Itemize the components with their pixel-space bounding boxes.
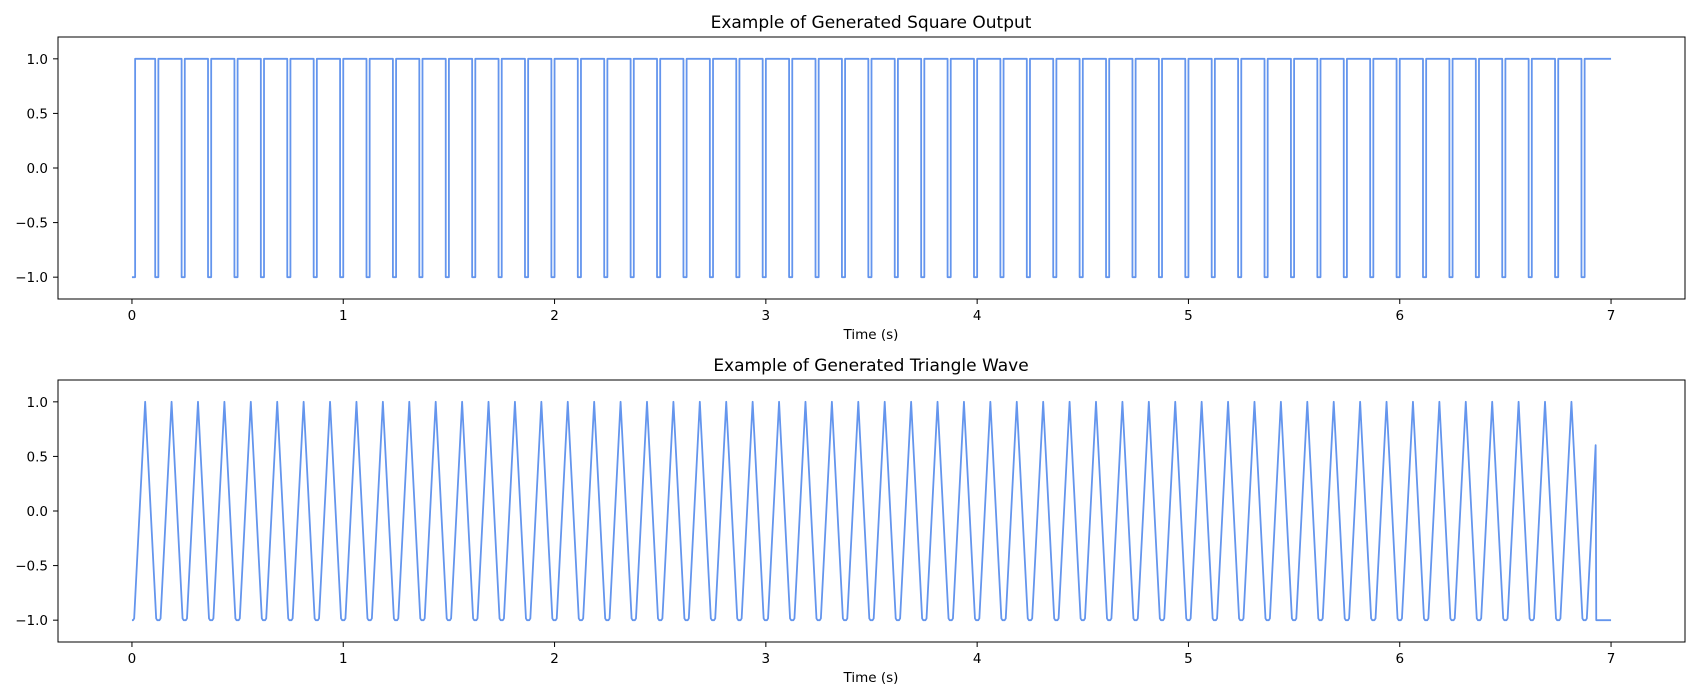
triangle-x-axis-label: Time (s) xyxy=(843,670,899,686)
square-x-tick-label: 0 xyxy=(128,308,137,324)
square-x-tick-label: 5 xyxy=(1184,308,1193,324)
triangle-x-tick-label: 5 xyxy=(1184,651,1193,667)
triangle-x-tick-label: 3 xyxy=(762,651,771,667)
triangle-y-tick-label: 0.0 xyxy=(27,504,48,520)
square-x-tick-label: 6 xyxy=(1395,308,1404,324)
triangle-y-tick-label: 1.0 xyxy=(27,395,48,411)
square-y-tick-label: −0.5 xyxy=(15,216,48,232)
square-x-tick-label: 7 xyxy=(1607,308,1616,324)
triangle-y-tick-label: 0.5 xyxy=(27,449,48,465)
triangle-x-tick-label: 6 xyxy=(1395,651,1404,667)
triangle-y-axis: 1.0 0.5 0.0 −0.5 −1.0 xyxy=(15,395,58,629)
square-wave-series-line xyxy=(131,57,1612,279)
triangle-x-tick-label: 1 xyxy=(339,651,348,667)
square-x-tick-label: 3 xyxy=(762,308,771,324)
triangle-x-tick-label: 0 xyxy=(128,651,137,667)
square-x-axis-label: Time (s) xyxy=(843,327,899,343)
square-x-tick-label: 1 xyxy=(339,308,348,324)
triangle-x-axis: 0 1 2 3 4 5 6 7 xyxy=(128,642,1616,667)
triangle-y-tick-label: −0.5 xyxy=(15,559,48,575)
square-x-tick-label: 2 xyxy=(550,308,559,324)
square-x-tick-label: 4 xyxy=(973,308,982,324)
square-y-axis: 1.0 0.5 0.0 −0.5 −1.0 xyxy=(15,52,58,286)
square-y-tick-label: 0.5 xyxy=(27,106,48,122)
triangle-wave-subplot: Example of Generated Triangle Wave 0 1 2 3 4… xyxy=(15,356,1686,686)
triangle-y-tick-label: −1.0 xyxy=(15,613,48,629)
square-chart-title: Example of Generated Square Output xyxy=(711,13,1032,33)
square-y-tick-label: −1.0 xyxy=(15,270,48,286)
triangle-x-tick-label: 4 xyxy=(973,651,982,667)
square-wave-subplot: Example of Generated Square Output 0 1 2 3 4… xyxy=(15,13,1686,343)
square-x-axis: 0 1 2 3 4 5 6 7 xyxy=(128,299,1616,324)
square-y-tick-label: 0.0 xyxy=(27,161,48,177)
triangle-x-tick-label: 2 xyxy=(550,651,559,667)
triangle-wave-series-line xyxy=(131,400,1612,622)
triangle-x-tick-label: 7 xyxy=(1607,651,1616,667)
square-y-tick-label: 1.0 xyxy=(27,52,48,68)
triangle-chart-title: Example of Generated Triangle Wave xyxy=(713,356,1028,376)
